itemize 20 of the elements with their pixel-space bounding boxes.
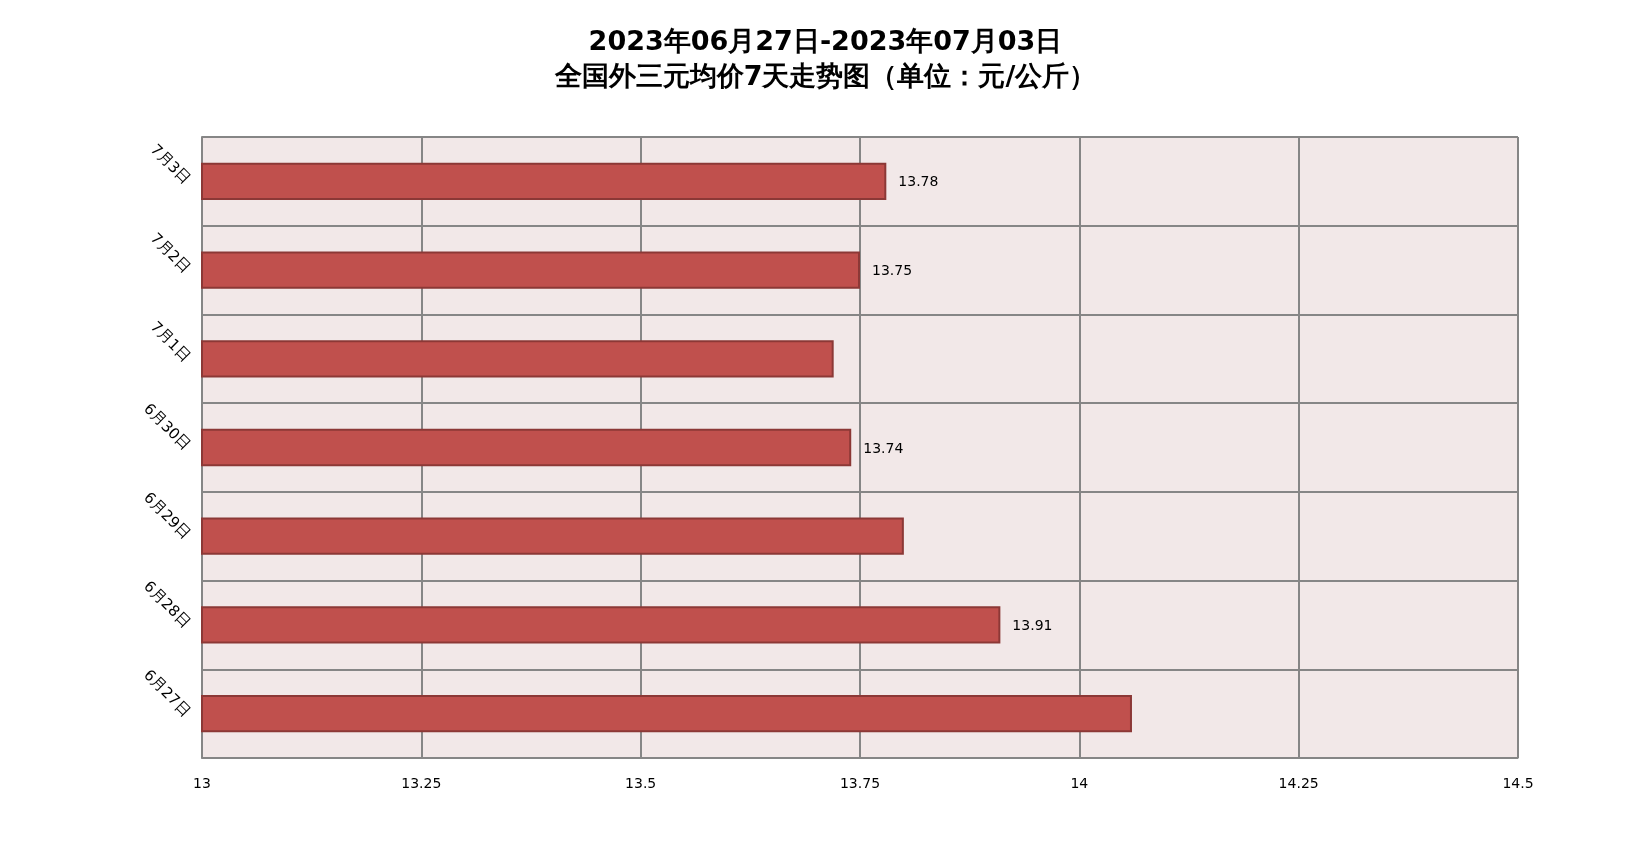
x-tick-label: 14.5 (1502, 775, 1534, 791)
data-label: 13.91 (1012, 616, 1053, 633)
x-tick-label: 14 (1070, 775, 1089, 791)
chart-title: 2023年06月27日-2023年07月03日 (588, 25, 1063, 56)
x-tick-label: 14.25 (1278, 775, 1319, 791)
y-tick-label: 7月2日 (146, 229, 195, 277)
x-tick-label: 13 (193, 775, 211, 791)
x-tick-label: 13.25 (401, 775, 442, 791)
y-tick-label: 6月27日 (140, 665, 195, 721)
y-tick-label: 6月29日 (140, 488, 195, 543)
x-tick-label: 13.5 (625, 775, 657, 791)
y-tick-label: 6月30日 (140, 399, 195, 454)
data-label: 13.78 (898, 173, 939, 190)
y-tick-label: 7月1日 (146, 317, 195, 366)
y-tick-label: 6月28日 (140, 577, 195, 632)
data-label: 13.75 (872, 262, 913, 279)
x-tick-label: 13.75 (839, 775, 881, 791)
y-tick-label: 7月3日 (146, 140, 195, 188)
data-label: 13.74 (863, 439, 904, 456)
chart-subtitle: 全国外三元均价7天走势图（单位：元/公斤） (553, 60, 1097, 91)
